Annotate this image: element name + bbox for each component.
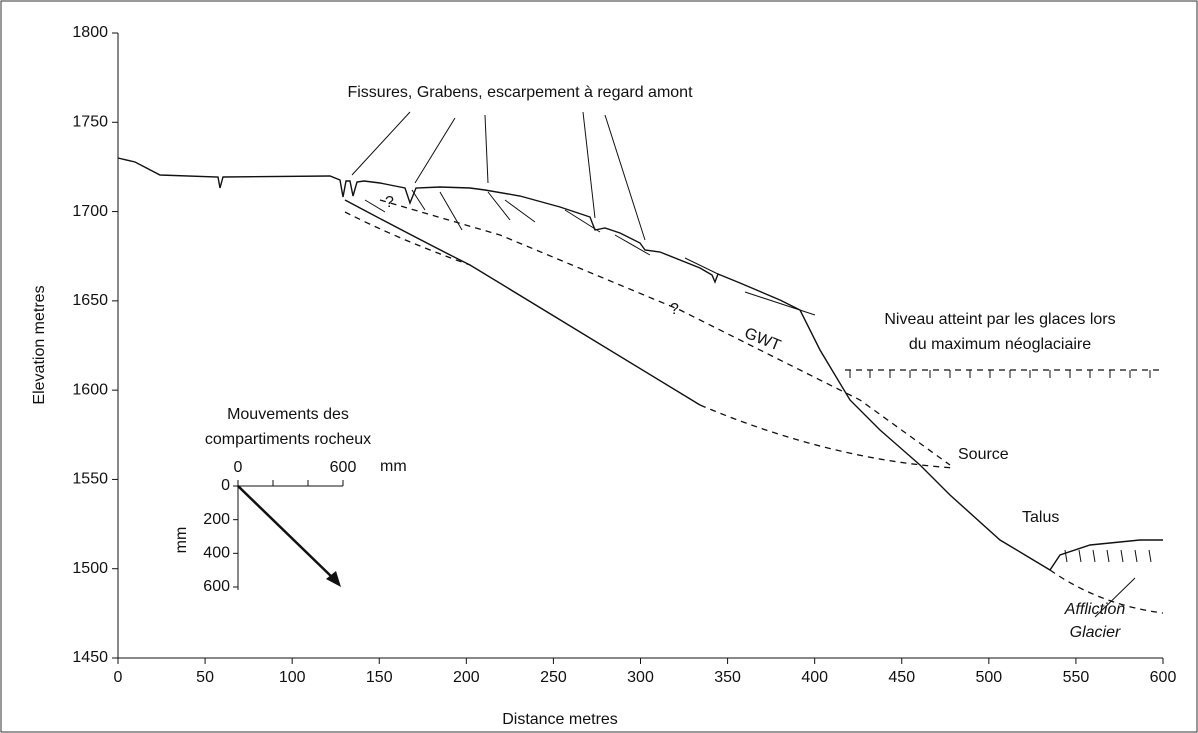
y-tick-label: 1550 [72, 471, 108, 488]
inset-title: compartiments rocheux [205, 431, 371, 448]
slip-surface [344, 199, 701, 406]
y-tick-label: 1650 [72, 292, 108, 309]
glacier-hatch [1148, 549, 1152, 563]
glacier-label: Affliction [1064, 601, 1126, 618]
y-tick-label: 1750 [72, 114, 108, 131]
x-tick-label: 200 [453, 669, 480, 686]
x-tick-label: 600 [1150, 669, 1177, 686]
gwt-label: GWT [742, 325, 783, 355]
x-axis-label: Distance metres [502, 711, 618, 728]
glacier-hatch [1120, 549, 1124, 563]
y-tick-label: 1500 [72, 560, 108, 577]
x-tick-label: 0 [114, 669, 123, 686]
inset-arrowhead [326, 571, 341, 587]
inset-y-tick-label: 400 [203, 545, 230, 562]
source-label: Source [958, 446, 1009, 463]
inset-y-tick-label: 600 [203, 578, 230, 595]
y-tick-label: 1800 [72, 24, 108, 41]
x-tick-label: 50 [196, 669, 214, 686]
glacier-hatch [1064, 549, 1068, 563]
x-tick-label: 400 [801, 669, 828, 686]
x-tick-label: 250 [540, 669, 567, 686]
inset-title: Mouvements des [227, 406, 349, 423]
inset-y-tick-label: 200 [203, 511, 230, 528]
glacier-line [1049, 569, 1164, 614]
fissures-label: Fissures, Grabens, escarpement à regard … [347, 84, 693, 101]
glacier-pointer [1094, 577, 1136, 618]
x-tick-label: 300 [627, 669, 654, 686]
inset-y-unit: mm [173, 527, 190, 554]
pointer-lines [351, 111, 646, 241]
y-tick-label: 1450 [72, 649, 108, 666]
glacier-hatch [1092, 549, 1096, 563]
x-tick-label: 550 [1063, 669, 1090, 686]
inset-minor-ticks [272, 480, 309, 486]
inset-arrow [237, 485, 336, 581]
ice-label: Niveau atteint par les glaces lors [884, 311, 1115, 328]
x-tick-label: 500 [975, 669, 1002, 686]
movement-arrows [364, 189, 816, 316]
y-axis-label: Elevation metres [31, 285, 48, 404]
glacier-hatch [1134, 549, 1138, 563]
glacier-hatch [1078, 549, 1082, 563]
y-tick-label: 1600 [72, 381, 108, 398]
talus-label: Talus [1022, 509, 1059, 526]
inset-x-tick-label: 0 [234, 459, 243, 476]
gwt-line [379, 199, 951, 466]
x-tick-label: 100 [279, 669, 306, 686]
slip-surface-inferred [699, 404, 956, 469]
x-tick-label: 450 [888, 669, 915, 686]
inset-x-unit: mm [380, 458, 407, 475]
upper-slip [344, 211, 471, 266]
x-tick-label: 350 [714, 669, 741, 686]
glacier-hatch [1106, 549, 1110, 563]
ice-label: du maximum néoglaciaire [909, 336, 1091, 353]
question-mark: ? [670, 301, 679, 318]
question-mark: ? [385, 194, 394, 211]
inset-x-tick-label: 600 [330, 459, 357, 476]
glacier-label: Glacier [1070, 624, 1121, 641]
ground-profile [117, 157, 1163, 571]
inset-y-tick-label: 0 [221, 477, 230, 494]
x-tick-label: 150 [366, 669, 393, 686]
y-tick-label: 1700 [72, 203, 108, 220]
